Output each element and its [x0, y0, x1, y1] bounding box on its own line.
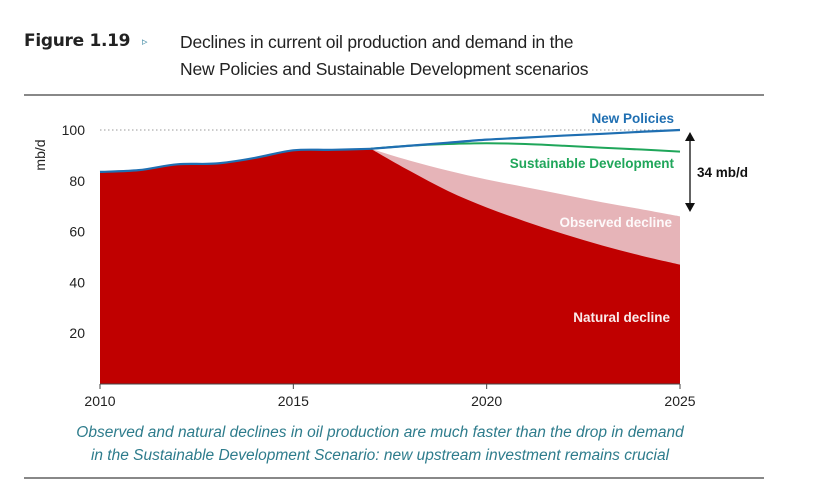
gap-arrow-head-down	[685, 203, 695, 212]
lines	[99, 128, 681, 174]
gap-annotation: 34 mb/d	[685, 132, 748, 212]
line-historical	[99, 147, 371, 174]
y-tick-label-60: 60	[69, 224, 85, 240]
figure-title-line-2: New Policies and Sustainable Development…	[180, 59, 589, 79]
y-tick-label-20: 20	[69, 325, 85, 341]
label-observed-decline: Observed decline	[559, 215, 672, 230]
gap-arrow-head-up	[685, 132, 695, 141]
bottom-divider	[24, 477, 764, 479]
gap-label: 34 mb/d	[697, 165, 748, 180]
area-natural-decline	[100, 148, 680, 384]
figure-arrow-icon: ▹	[142, 35, 148, 48]
y-tick-label-100: 100	[62, 122, 86, 138]
caption: Observed and natural declines in oil pro…	[20, 421, 740, 467]
figure-title: Declines in current oil production and d…	[180, 29, 740, 83]
caption-line-2: in the Sustainable Development Scenario:…	[90, 447, 670, 464]
areas	[100, 148, 680, 384]
top-divider	[24, 94, 764, 96]
x-tick-label-2010: 2010	[84, 393, 115, 409]
label-natural-decline: Natural decline	[573, 310, 670, 325]
figure-title-line-1: Declines in current oil production and d…	[180, 32, 574, 52]
y-tick-label-80: 80	[69, 173, 85, 189]
label-new-policies: New Policies	[591, 111, 674, 126]
line-new-policies	[370, 128, 681, 150]
caption-line-1: Observed and natural declines in oil pro…	[76, 424, 684, 441]
x-tick-label-2020: 2020	[471, 393, 502, 409]
label-sustainable-development: Sustainable Development	[510, 156, 675, 171]
axes: 2010 2015 2020 2025 20 40 60 80 100	[62, 122, 696, 409]
figure-number: Figure 1.19	[24, 31, 131, 51]
x-tick-label-2025: 2025	[664, 393, 695, 409]
x-tick-label-2015: 2015	[278, 393, 309, 409]
y-axis-title: mb/d	[32, 139, 48, 170]
y-tick-label-40: 40	[69, 274, 85, 290]
